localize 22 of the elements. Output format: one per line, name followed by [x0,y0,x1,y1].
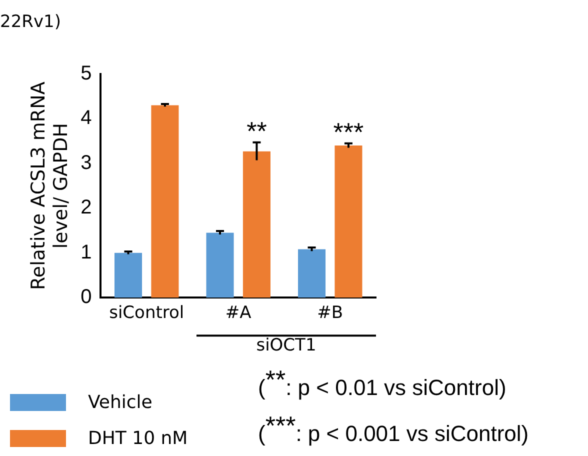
y-tick-label: 5 [80,62,92,85]
bar [242,151,270,298]
y-tick-label: 2 [80,196,92,219]
legend-label: DHT 10 nM [88,428,188,448]
bar [206,232,234,298]
y-tick-label: 1 [80,241,92,264]
bar [114,252,142,298]
y-tick-label: 4 [80,107,92,130]
x-tick-label: #A [225,303,252,324]
annotation: *** [333,117,364,148]
legend-label: Vehicle [88,392,152,412]
y-axis-title: Relative ACSL3 mRNA level/ GAPDH [27,82,72,290]
x-tick-label: #B [317,303,344,324]
y-tick-label: 0 [80,286,92,308]
bar [334,146,362,298]
text: siOCT1 [256,336,316,356]
bar [298,249,326,298]
annotation: ** [246,116,267,146]
y-tick-label: 3 [80,152,92,174]
chart-title: 22Rv1) [0,12,61,32]
x-tick-label: siControl [109,303,184,324]
bar [151,105,179,298]
